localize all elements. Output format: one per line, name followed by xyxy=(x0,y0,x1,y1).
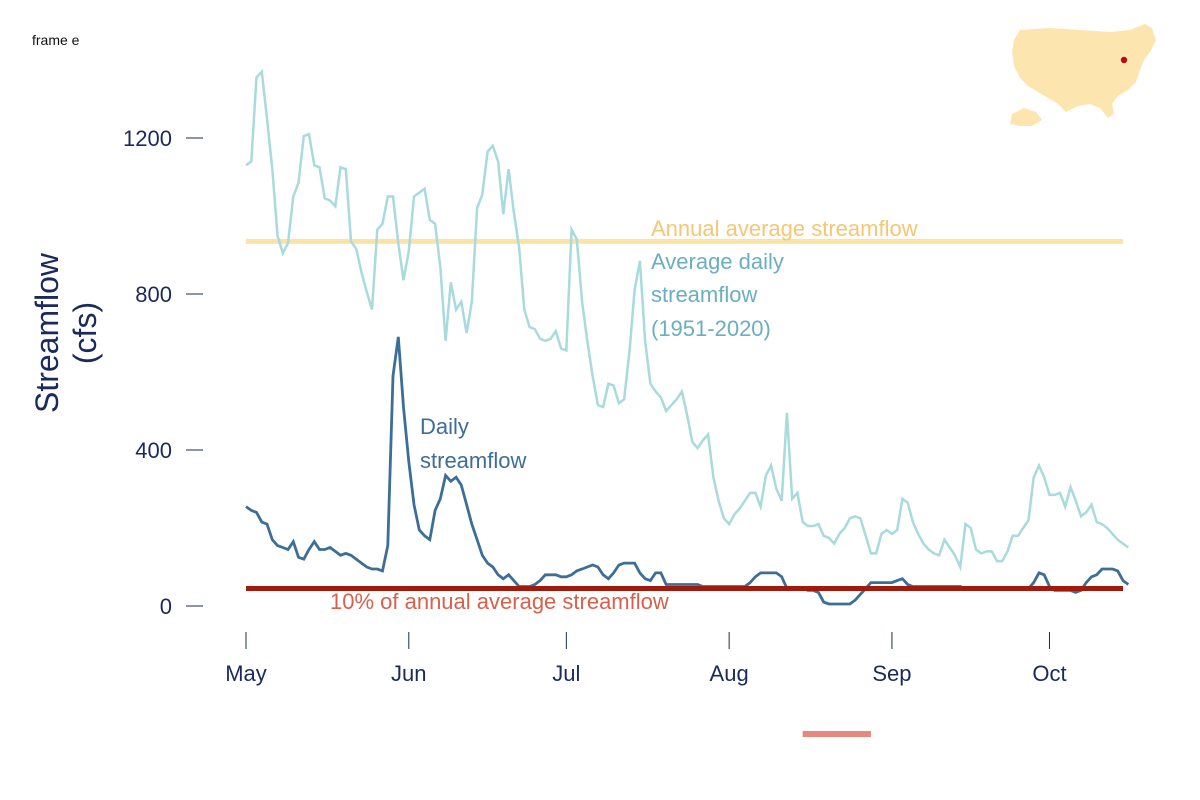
daily-streamflow-annotation-line-1: Daily xyxy=(420,414,469,439)
alaska-shape xyxy=(1010,108,1042,126)
x-tick-label: Jul xyxy=(552,661,580,686)
average-daily-streamflow-line xyxy=(245,68,1130,572)
daily-streamflow-annotation-line-2: streamflow xyxy=(420,448,526,473)
average-daily-annotation-line-2: streamflow xyxy=(651,282,757,307)
annual-average-annotation: Annual average streamflow xyxy=(651,216,918,241)
y-axis-label-line-1: Streamflow xyxy=(29,252,65,413)
x-tick-label: Oct xyxy=(1032,661,1066,686)
y-axis-label-line-2: (cfs) xyxy=(67,302,103,364)
x-tick-label: Jun xyxy=(391,661,426,686)
x-axis: May Jun Jul Aug Sep Oct xyxy=(225,632,1067,686)
x-tick-label: Sep xyxy=(872,661,911,686)
y-tick-label: 800 xyxy=(135,282,172,307)
y-tick-label: 0 xyxy=(160,594,172,619)
y-axis: 0 400 800 1200 xyxy=(123,126,203,619)
frame-label: frame e xyxy=(32,32,80,48)
x-tick-label: Aug xyxy=(710,661,749,686)
average-daily-annotation-line-1: Average daily xyxy=(651,249,784,274)
x-tick-label: May xyxy=(225,661,267,686)
y-tick-label: 400 xyxy=(135,438,172,463)
us-map-shape xyxy=(1012,24,1156,118)
average-daily-annotation-line-3: (1951-2020) xyxy=(651,316,771,341)
site-location-dot xyxy=(1120,56,1128,64)
y-tick-label: 1200 xyxy=(123,126,172,151)
daily-streamflow-line xyxy=(245,336,1130,606)
us-map-inset xyxy=(1010,24,1156,126)
ten-percent-annotation: 10% of annual average streamflow xyxy=(330,589,669,614)
